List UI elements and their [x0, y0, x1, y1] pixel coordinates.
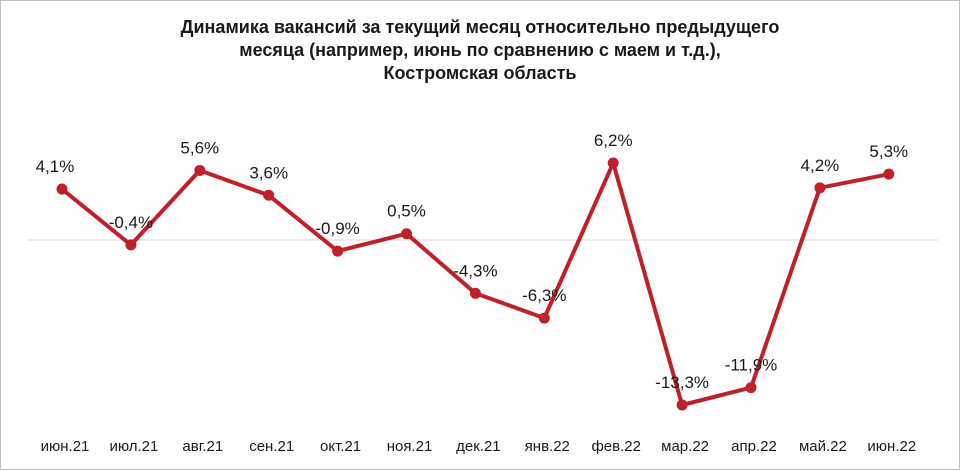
data-point-окт.21 — [332, 245, 344, 257]
data-label-июн.21: 4,1% — [36, 157, 75, 176]
x-tick-label-фев.22: фев.22 — [591, 438, 641, 455]
data-point-сен.21 — [263, 189, 275, 201]
chart-title-line-1: Динамика вакансий за текущий месяц относ… — [180, 17, 780, 37]
x-tick-label-окт.21: окт.21 — [320, 438, 361, 455]
x-tick-label-сен.21: сен.21 — [249, 438, 294, 455]
data-label-апр.22: -11,9% — [725, 356, 778, 375]
data-point-июн.21 — [56, 183, 68, 195]
x-tick-label-ноя.21: ноя.21 — [387, 438, 433, 455]
data-label-layer: 4,1% -0,4% 5,6% 3,6% -0,9% 0,5% -4,3% -6,3% 6,2%… — [36, 131, 909, 392]
x-tick-label-июл.21: июл.21 — [109, 438, 158, 455]
chart-title: Динамика вакансий за текущий месяц относ… — [0, 16, 960, 85]
data-label-авг.21: 5,6% — [180, 138, 219, 157]
x-tick-label-авг.21: авг.21 — [182, 438, 223, 455]
data-point-апр.22 — [745, 382, 757, 394]
x-tick-label-май.22: май.22 — [799, 438, 847, 455]
data-label-сен.21: 3,6% — [249, 163, 288, 182]
chart-title-line-2: месяца (например, июнь по сравнению с ма… — [239, 40, 721, 60]
data-point-май.22 — [814, 182, 826, 194]
data-label-окт.21: -0,9% — [315, 219, 359, 238]
x-tick-label-мар.22: мар.22 — [661, 438, 709, 455]
data-point-ноя.21 — [401, 228, 412, 240]
data-label-июн.22: 5,3% — [869, 142, 908, 161]
x-tick-label-июн.22: июн.22 — [867, 438, 916, 455]
data-point-июн.22 — [883, 168, 895, 180]
data-label-мар.22: -13,3% — [655, 373, 709, 392]
data-label-май.22: 4,2% — [801, 156, 840, 175]
data-label-янв.22: -6,3% — [522, 286, 566, 305]
data-label-дек.21: -4,3% — [453, 261, 497, 280]
data-point-дек.21 — [469, 287, 481, 299]
series-layer — [56, 157, 895, 411]
data-point-фев.22 — [607, 157, 619, 169]
data-point-янв.22 — [538, 312, 550, 324]
x-tick-layer: июн.21 июл.21 авг.21 сен.21 окт.21 ноя.21 дек.… — [41, 438, 917, 455]
x-tick-label-июн.21: июн.21 — [41, 438, 90, 455]
x-tick-label-апр.22: апр.22 — [731, 438, 777, 455]
data-point-июл.21 — [125, 239, 137, 251]
data-label-ноя.21: 0,5% — [387, 202, 426, 221]
data-point-авг.21 — [194, 164, 206, 176]
data-label-июл.21: -0,4% — [109, 213, 153, 232]
data-point-мар.22 — [676, 399, 688, 411]
x-tick-label-янв.22: янв.22 — [525, 438, 570, 455]
x-tick-label-дек.21: дек.21 — [456, 438, 501, 455]
chart-title-line-3: Костромская область — [383, 63, 577, 83]
data-label-фев.22: 6,2% — [594, 131, 633, 150]
